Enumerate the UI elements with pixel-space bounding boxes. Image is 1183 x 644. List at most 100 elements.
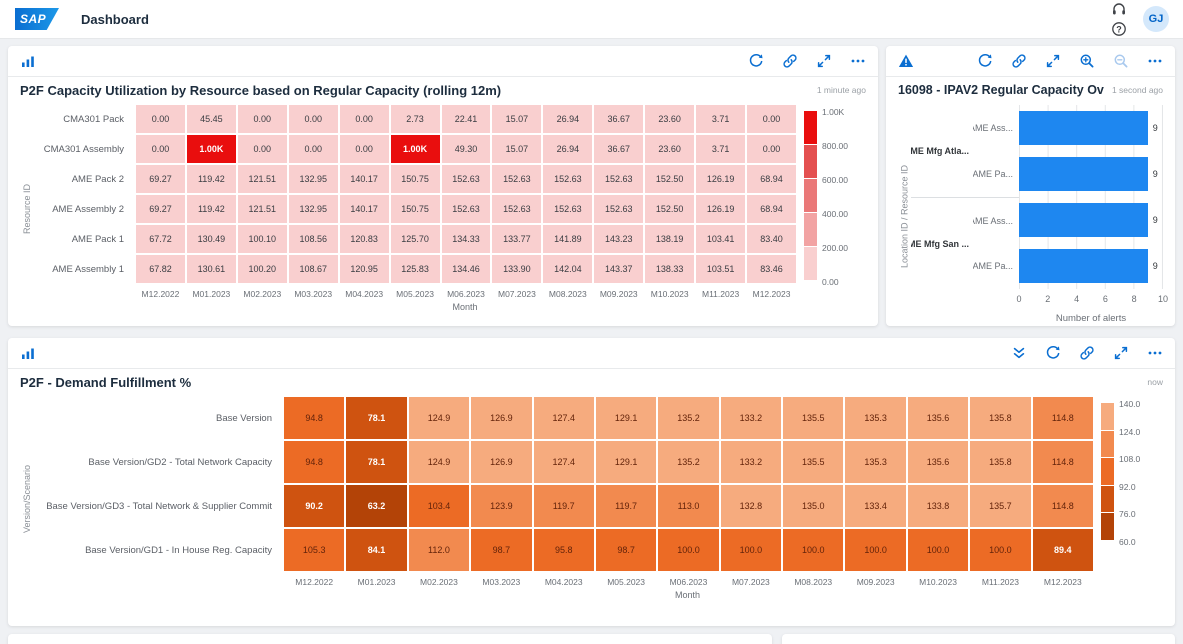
heatmap-cell[interactable]: 135.8: [970, 397, 1031, 439]
heatmap-cell[interactable]: 114.8: [1032, 397, 1093, 439]
heatmap-cell[interactable]: 135.5: [783, 441, 844, 483]
heatmap-cell[interactable]: 1.00K: [390, 135, 440, 163]
heatmap-cell[interactable]: 103.4: [408, 485, 470, 527]
heatmap-cell[interactable]: 49.30: [441, 135, 491, 163]
heatmap-cell[interactable]: 119.7: [533, 485, 594, 527]
heatmap-cell[interactable]: 135.3: [845, 397, 906, 439]
heatmap-cell[interactable]: 90.2: [284, 485, 345, 527]
heatmap-cell[interactable]: 23.60: [645, 135, 695, 163]
bar[interactable]: [1019, 203, 1148, 237]
heatmap-cell[interactable]: 103.41: [696, 225, 746, 253]
heatmap-cell[interactable]: 134.46: [441, 255, 491, 283]
heatmap-cell[interactable]: 69.27: [136, 195, 185, 223]
heatmap-cell[interactable]: 138.33: [645, 255, 695, 283]
heatmap-cell[interactable]: 152.63: [492, 165, 542, 193]
heatmap-cell[interactable]: 98.7: [595, 529, 657, 571]
chart-icon[interactable]: [18, 343, 38, 363]
heatmap-cell[interactable]: 142.04: [543, 255, 593, 283]
headset-icon[interactable]: [1109, 0, 1129, 19]
fullscreen-icon[interactable]: [1111, 343, 1131, 363]
collapse-icon[interactable]: [1009, 343, 1029, 363]
heatmap-cell[interactable]: 36.67: [594, 135, 644, 163]
heatmap-cell[interactable]: 100.0: [783, 529, 844, 571]
heatmap-cell[interactable]: 152.63: [441, 195, 491, 223]
bar[interactable]: [1019, 249, 1148, 283]
heatmap-cell[interactable]: 132.95: [288, 165, 338, 193]
refresh-icon[interactable]: [1043, 343, 1063, 363]
heatmap-cell[interactable]: 135.5: [783, 397, 844, 439]
heatmap-cell[interactable]: 134.33: [441, 225, 491, 253]
heatmap-cell[interactable]: 45.45: [186, 105, 236, 133]
heatmap-cell[interactable]: 0.00: [747, 135, 796, 163]
heatmap-cell[interactable]: 0.00: [237, 105, 287, 133]
heatmap-cell[interactable]: 23.60: [645, 105, 695, 133]
heatmap-cell[interactable]: 100.20: [237, 255, 287, 283]
heatmap-cell[interactable]: 1.00K: [186, 135, 236, 163]
heatmap-cell[interactable]: 135.3: [845, 441, 906, 483]
heatmap-cell[interactable]: 132.8: [720, 485, 782, 527]
heatmap-cell[interactable]: 138.19: [645, 225, 695, 253]
fullscreen-icon[interactable]: [814, 51, 834, 71]
heatmap-cell[interactable]: 15.07: [492, 105, 542, 133]
heatmap-cell[interactable]: 114.8: [1032, 441, 1093, 483]
heatmap-cell[interactable]: 3.71: [696, 105, 746, 133]
heatmap-cell[interactable]: 126.9: [471, 441, 532, 483]
heatmap-cell[interactable]: 126.19: [696, 195, 746, 223]
heatmap-cell[interactable]: 135.2: [658, 441, 719, 483]
heatmap-cell[interactable]: 0.00: [288, 105, 338, 133]
heatmap-cell[interactable]: 126.19: [696, 165, 746, 193]
heatmap-cell[interactable]: 141.89: [543, 225, 593, 253]
heatmap-cell[interactable]: 152.63: [441, 165, 491, 193]
heatmap-cell[interactable]: 0.00: [339, 105, 389, 133]
help-icon[interactable]: ?: [1109, 19, 1129, 39]
heatmap-cell[interactable]: 124.9: [408, 397, 470, 439]
heatmap-cell[interactable]: 135.8: [970, 441, 1031, 483]
heatmap-cell[interactable]: 123.9: [471, 485, 532, 527]
heatmap-cell[interactable]: 113.0: [658, 485, 719, 527]
bar[interactable]: [1019, 157, 1148, 191]
heatmap-cell[interactable]: 69.27: [136, 165, 185, 193]
heatmap-cell[interactable]: 112.0: [408, 529, 470, 571]
heatmap-cell[interactable]: 3.71: [696, 135, 746, 163]
refresh-icon[interactable]: [746, 51, 766, 71]
heatmap-cell[interactable]: 152.63: [492, 195, 542, 223]
heatmap-cell[interactable]: 0.00: [237, 135, 287, 163]
heatmap-cell[interactable]: 150.75: [390, 165, 440, 193]
heatmap-cell[interactable]: 100.0: [907, 529, 969, 571]
heatmap-cell[interactable]: 133.2: [720, 397, 782, 439]
heatmap-cell[interactable]: 108.67: [288, 255, 338, 283]
heatmap-cell[interactable]: 63.2: [346, 485, 407, 527]
heatmap-cell[interactable]: 2.73: [390, 105, 440, 133]
heatmap-cell[interactable]: 129.1: [595, 397, 657, 439]
zoom-in-icon[interactable]: [1077, 51, 1097, 71]
heatmap-cell[interactable]: 105.3: [284, 529, 345, 571]
heatmap-cell[interactable]: 0.00: [747, 105, 796, 133]
heatmap-cell[interactable]: 68.94: [747, 165, 796, 193]
heatmap-cell[interactable]: 89.4: [1032, 529, 1093, 571]
heatmap-cell[interactable]: 152.63: [543, 165, 593, 193]
heatmap-cell[interactable]: 100.0: [658, 529, 719, 571]
heatmap-cell[interactable]: 140.17: [339, 165, 389, 193]
heatmap-cell[interactable]: 127.4: [533, 441, 594, 483]
heatmap-cell[interactable]: 15.07: [492, 135, 542, 163]
fullscreen-icon[interactable]: [1043, 51, 1063, 71]
heatmap-cell[interactable]: 120.95: [339, 255, 389, 283]
heatmap-cell[interactable]: 152.63: [594, 165, 644, 193]
heatmap-cell[interactable]: 133.2: [720, 441, 782, 483]
heatmap-cell[interactable]: 78.1: [346, 441, 407, 483]
heatmap-cell[interactable]: 129.1: [595, 441, 657, 483]
heatmap-cell[interactable]: 121.51: [237, 195, 287, 223]
heatmap-cell[interactable]: 120.83: [339, 225, 389, 253]
heatmap-cell[interactable]: 26.94: [543, 135, 593, 163]
heatmap-cell[interactable]: 135.0: [783, 485, 844, 527]
heatmap-cell[interactable]: 100.10: [237, 225, 287, 253]
heatmap-cell[interactable]: 103.51: [696, 255, 746, 283]
heatmap-cell[interactable]: 133.8: [907, 485, 969, 527]
heatmap-cell[interactable]: 133.90: [492, 255, 542, 283]
heatmap-cell[interactable]: 119.7: [595, 485, 657, 527]
heatmap-cell[interactable]: 100.0: [970, 529, 1031, 571]
heatmap-cell[interactable]: 68.94: [747, 195, 796, 223]
heatmap-cell[interactable]: 100.0: [845, 529, 906, 571]
heatmap-cell[interactable]: 152.63: [543, 195, 593, 223]
avatar[interactable]: GJ: [1143, 6, 1169, 32]
